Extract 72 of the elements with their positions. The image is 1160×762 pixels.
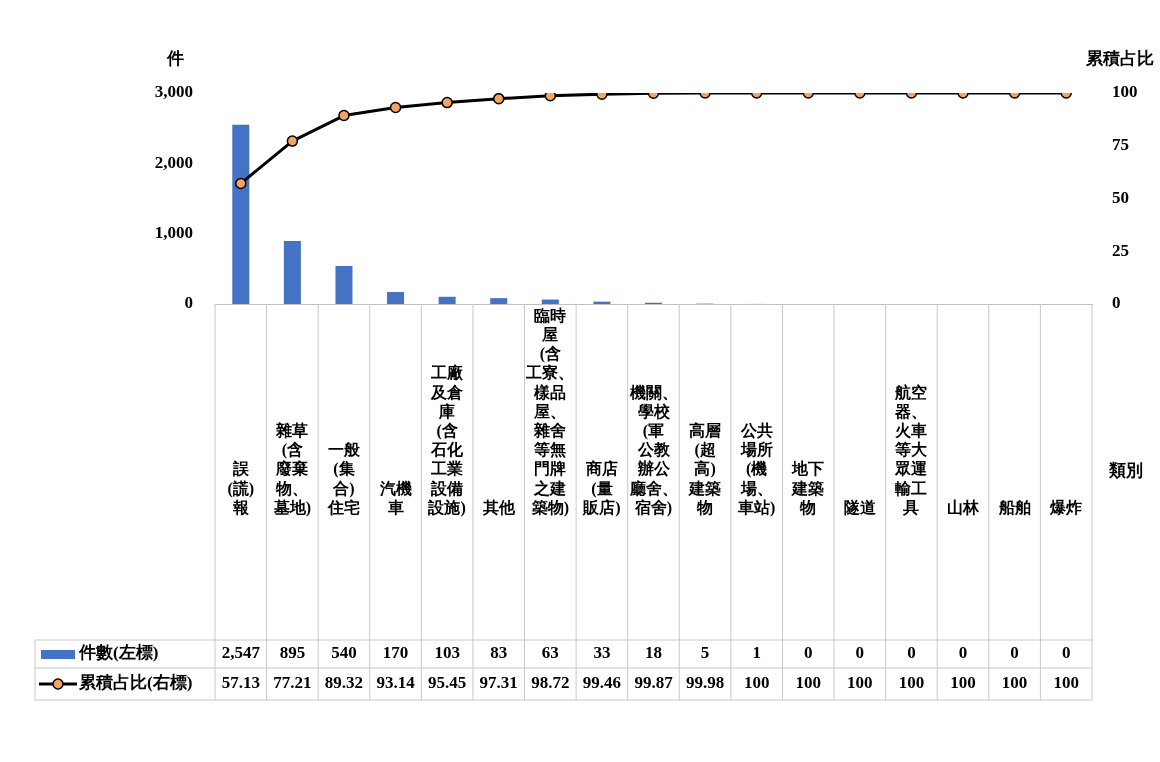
y2-axis-title: 累積占比 (1085, 48, 1154, 68)
x-tick-label: 誤(謊)報 (227, 460, 255, 516)
data-label: 5 (700, 643, 710, 663)
x-tick-label: 商店(量販店) (582, 459, 621, 517)
x-tick-label: 地下建築物 (790, 460, 825, 516)
data-label: 98.72 (531, 673, 570, 693)
y2-tick-label: 100 (1112, 82, 1138, 102)
data-label: 100 (898, 673, 925, 693)
data-label: 100 (847, 673, 873, 693)
x-tick-label: 汽機車 (378, 479, 412, 516)
y2-tick-label: 50 (1112, 187, 1129, 207)
x-tick-label: 雜草(含廢棄物、墓地) (272, 421, 312, 517)
data-label: 99.46 (582, 673, 622, 693)
bar (283, 241, 301, 304)
data-label: 895 (279, 643, 306, 663)
bar (335, 266, 353, 304)
legend-label: 累積占比(右標) (78, 673, 193, 693)
x-tick-label: 公共場所(機場、車站) (737, 421, 776, 517)
bar (232, 124, 250, 304)
x-tick-label: 爆炸 (1049, 498, 1083, 516)
data-label: 89.32 (324, 673, 364, 693)
bar (490, 298, 508, 304)
x-tick-label: 工廠及倉庫(含石化工業設備設施) (427, 364, 466, 517)
data-label: 2,547 (221, 643, 261, 663)
y-tick-label: 1,000 (154, 223, 193, 243)
data-label: 540 (331, 643, 357, 663)
data-label: 100 (1001, 673, 1028, 693)
data-label: 103 (434, 643, 460, 663)
x-tick-label: 山林 (947, 498, 981, 516)
x-tick-label: 高層(超高)建築物 (687, 420, 722, 516)
y-tick-label: 2,000 (154, 152, 193, 172)
data-label: 100 (950, 673, 976, 693)
x-axis-title: 類別 (1108, 461, 1143, 481)
x-tick-label: 航空器、火車等大眾運輸工具 (894, 383, 929, 516)
data-label: 18 (645, 643, 662, 663)
data-label: 100 (743, 673, 770, 693)
data-label: 95.45 (428, 673, 467, 693)
data-label: 93.14 (376, 673, 416, 693)
data-label: 99.98 (685, 673, 725, 693)
data-label: 100 (1053, 673, 1079, 693)
data-label: 0 (1061, 643, 1071, 663)
bar (541, 299, 559, 304)
x-tick-label: 船舶 (997, 498, 1031, 516)
data-label: 1 (752, 643, 761, 663)
data-label: 97.31 (479, 673, 518, 693)
data-label: 0 (804, 643, 813, 663)
y2-tick-label: 75 (1112, 135, 1129, 155)
data-label: 63 (541, 643, 559, 663)
data-label: 100 (795, 673, 822, 693)
data-label: 99.87 (634, 673, 674, 693)
x-tick-label: 機關、學校(軍公教辦公廳舍、宿舍) (628, 383, 678, 517)
bar (387, 292, 405, 304)
data-label: 33 (593, 643, 611, 663)
y2-tick-label: 25 (1112, 240, 1129, 260)
legend-label: 件數(左標) (78, 643, 159, 663)
data-label: 0 (855, 643, 865, 663)
y-tick-label: 0 (184, 293, 193, 313)
category-label: 臨時屋(含工寮、樣品屋、雜舍等無門牌之建築物) (526, 306, 575, 516)
data-label: 170 (382, 643, 409, 663)
y-axis-title: 件 (165, 48, 184, 68)
data-label: 83 (490, 643, 508, 663)
x-tick-label: 一般(集合)住宅 (326, 441, 361, 516)
bar (438, 296, 456, 304)
y-tick-label: 3,000 (154, 82, 193, 102)
data-label: 0 (907, 643, 916, 663)
x-tick-label: 隧道 (843, 498, 877, 516)
data-label: 77.21 (273, 673, 312, 693)
data-label: 0 (958, 643, 968, 663)
data-label: 57.13 (221, 673, 260, 693)
x-tick-label: 其他 (481, 498, 516, 516)
data-label: 0 (1010, 643, 1019, 663)
y2-tick-label: 0 (1112, 293, 1121, 313)
